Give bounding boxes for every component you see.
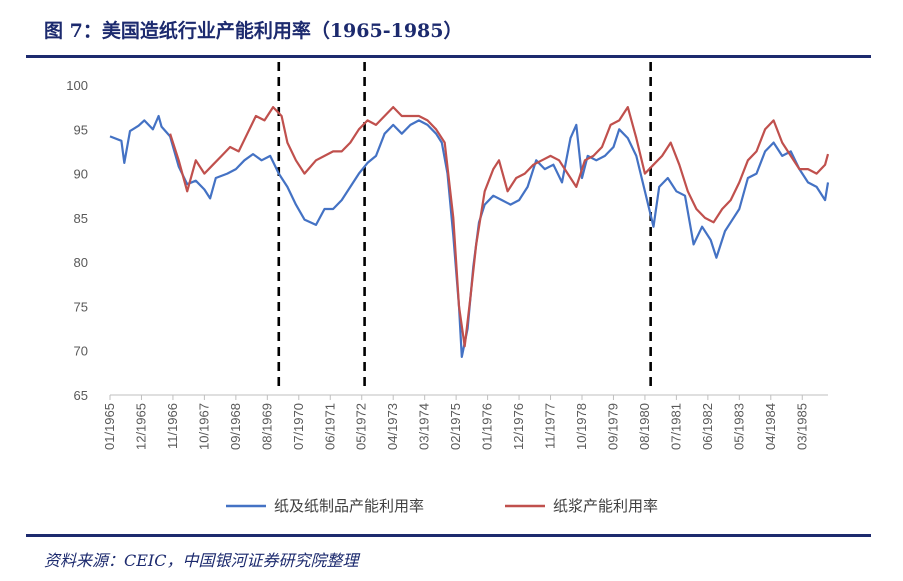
x-tick-label: 04/1984 xyxy=(763,403,778,450)
legend: 纸及纸制品产能利用率 纸浆产能利用率 xyxy=(226,497,658,515)
x-tick-label: 05/1972 xyxy=(354,403,369,450)
chart: 65 70 75 80 85 90 95 100 01/1965 12/1965 11/1966 1… xyxy=(66,62,830,515)
x-axis: 01/1965 12/1965 11/1966 10/1967 09/1968 08/19… xyxy=(102,395,809,450)
y-tick-label: 75 xyxy=(74,299,88,314)
legend-label-2: 纸浆产能利用率 xyxy=(553,497,658,515)
legend-label-1: 纸及纸制品产能利用率 xyxy=(274,497,424,515)
y-tick-label: 90 xyxy=(74,167,88,182)
bottom-rule xyxy=(26,534,871,537)
x-tick-label: 05/1983 xyxy=(731,403,746,450)
source-note: 资料来源：CEIC，中国银河证券研究院整理 xyxy=(44,551,359,570)
x-tick-label: 11/1966 xyxy=(165,403,180,449)
series-lines xyxy=(109,106,830,358)
x-tick-label: 10/1978 xyxy=(574,403,589,450)
x-tick-label: 09/1979 xyxy=(605,403,620,450)
x-tick-label: 02/1975 xyxy=(448,403,463,450)
top-rule xyxy=(26,55,871,58)
y-tick-label: 85 xyxy=(74,211,88,226)
figure-title: 图 7：美国造纸行业产能利用率（1965-1985） xyxy=(44,20,463,42)
x-tick-label: 12/1965 xyxy=(133,403,148,450)
y-tick-label: 70 xyxy=(74,344,88,359)
x-tick-label: 03/1974 xyxy=(417,403,432,450)
series-line-2 xyxy=(169,106,830,348)
x-tick-label: 03/1985 xyxy=(794,403,809,450)
x-tick-label: 01/1976 xyxy=(480,403,495,450)
y-tick-label: 100 xyxy=(66,78,88,93)
x-tick-label: 06/1971 xyxy=(322,403,337,450)
x-tick-label: 08/1980 xyxy=(637,403,652,450)
y-tick-label: 95 xyxy=(74,122,88,137)
vertical-markers xyxy=(277,62,652,387)
x-tick-label: 06/1982 xyxy=(700,403,715,450)
y-axis: 65 70 75 80 85 90 95 100 xyxy=(66,78,88,403)
y-tick-label: 80 xyxy=(74,255,88,270)
x-tick-label: 12/1976 xyxy=(511,403,526,450)
x-tick-label: 09/1968 xyxy=(228,403,243,450)
y-tick-label: 65 xyxy=(74,388,88,403)
x-tick-label: 08/1969 xyxy=(259,403,274,450)
x-tick-label: 01/1965 xyxy=(102,403,117,450)
x-tick-label: 07/1970 xyxy=(291,403,306,450)
x-tick-label: 11/1977 xyxy=(543,403,558,449)
series-line-1 xyxy=(109,114,830,358)
x-tick-label: 04/1973 xyxy=(385,403,400,450)
x-tick-label: 07/1981 xyxy=(668,403,683,450)
x-tick-label: 10/1967 xyxy=(196,403,211,450)
